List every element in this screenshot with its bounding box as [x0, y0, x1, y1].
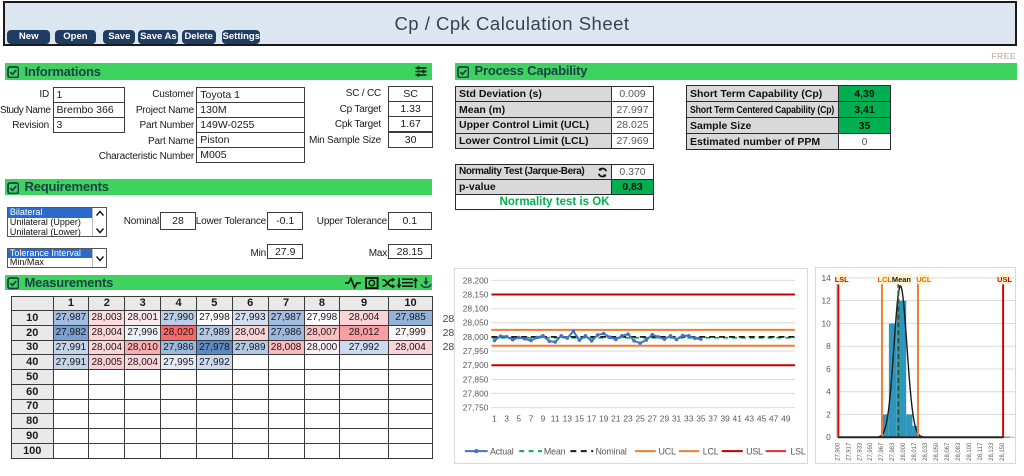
- svg-text:27,950: 27,950: [868, 442, 874, 461]
- svg-text:0: 0: [826, 432, 831, 442]
- svg-text:1: 1: [492, 413, 497, 423]
- svg-text:25: 25: [635, 413, 645, 423]
- svg-text:2: 2: [826, 409, 831, 419]
- svg-text:37: 37: [708, 413, 718, 423]
- svg-text:27,967: 27,967: [879, 443, 885, 461]
- svg-text:28,100: 28,100: [463, 304, 489, 314]
- svg-text:19: 19: [599, 413, 609, 423]
- svg-text:49: 49: [781, 413, 791, 423]
- svg-text:11: 11: [551, 413, 560, 423]
- svg-text:28,017: 28,017: [912, 443, 918, 461]
- svg-text:29: 29: [660, 413, 670, 423]
- svg-text:28,000: 28,000: [463, 332, 489, 342]
- svg-text:33: 33: [684, 413, 694, 423]
- svg-text:28,050: 28,050: [463, 318, 489, 328]
- svg-text:27,933: 27,933: [857, 442, 863, 461]
- svg-text:LCL: LCL: [878, 275, 893, 284]
- svg-text:27,750: 27,750: [463, 403, 489, 413]
- svg-text:31: 31: [672, 413, 682, 423]
- svg-text:9: 9: [541, 413, 546, 423]
- svg-text:6: 6: [826, 364, 831, 374]
- svg-text:13: 13: [563, 413, 573, 423]
- svg-text:28,033: 28,033: [923, 442, 929, 461]
- svg-text:28,100: 28,100: [967, 442, 973, 461]
- svg-text:12: 12: [822, 296, 832, 306]
- svg-text:28,200: 28,200: [463, 275, 489, 285]
- svg-text:27,800: 27,800: [463, 388, 489, 398]
- svg-text:28,083: 28,083: [956, 442, 962, 461]
- svg-text:17: 17: [587, 413, 597, 423]
- svg-text:43: 43: [745, 413, 755, 423]
- svg-text:LSL: LSL: [790, 447, 805, 457]
- svg-text:5: 5: [516, 413, 521, 423]
- svg-text:27,950: 27,950: [463, 346, 489, 356]
- svg-text:21: 21: [611, 413, 621, 423]
- svg-text:UCL: UCL: [916, 275, 932, 284]
- svg-text:Nominal: Nominal: [595, 447, 626, 457]
- svg-text:10: 10: [822, 318, 832, 328]
- svg-text:15: 15: [575, 413, 585, 423]
- svg-text:23: 23: [623, 413, 633, 423]
- svg-text:27,900: 27,900: [463, 360, 489, 370]
- svg-text:28,117: 28,117: [978, 443, 984, 461]
- svg-text:4: 4: [826, 387, 831, 397]
- svg-text:UCL: UCL: [659, 447, 676, 457]
- svg-text:27,917: 27,917: [846, 443, 852, 461]
- svg-text:LCL: LCL: [703, 447, 719, 457]
- svg-text:28,150: 28,150: [463, 290, 489, 300]
- svg-text:USL: USL: [997, 275, 1012, 284]
- svg-text:USL: USL: [746, 447, 763, 457]
- svg-text:LSL: LSL: [835, 275, 849, 284]
- svg-text:39: 39: [720, 413, 730, 423]
- svg-text:27: 27: [648, 413, 658, 423]
- svg-text:Mean: Mean: [892, 275, 911, 284]
- svg-text:Mean: Mean: [544, 447, 566, 457]
- svg-text:8: 8: [826, 341, 831, 351]
- svg-text:7: 7: [529, 413, 534, 423]
- svg-text:41: 41: [733, 413, 743, 423]
- svg-text:28,133: 28,133: [989, 442, 995, 461]
- svg-text:28,000: 28,000: [901, 442, 907, 461]
- svg-text:14: 14: [822, 273, 832, 283]
- svg-text:35: 35: [696, 413, 706, 423]
- svg-text:45: 45: [757, 413, 767, 423]
- svg-text:Actual: Actual: [490, 447, 514, 457]
- svg-text:27,983: 27,983: [890, 442, 896, 461]
- svg-text:47: 47: [769, 413, 779, 423]
- svg-text:28,050: 28,050: [934, 442, 940, 461]
- svg-text:28,067: 28,067: [945, 443, 951, 461]
- svg-text:28,150: 28,150: [1000, 442, 1006, 461]
- svg-text:27,900: 27,900: [835, 442, 841, 461]
- svg-text:3: 3: [504, 413, 509, 423]
- svg-text:27,850: 27,850: [463, 374, 489, 384]
